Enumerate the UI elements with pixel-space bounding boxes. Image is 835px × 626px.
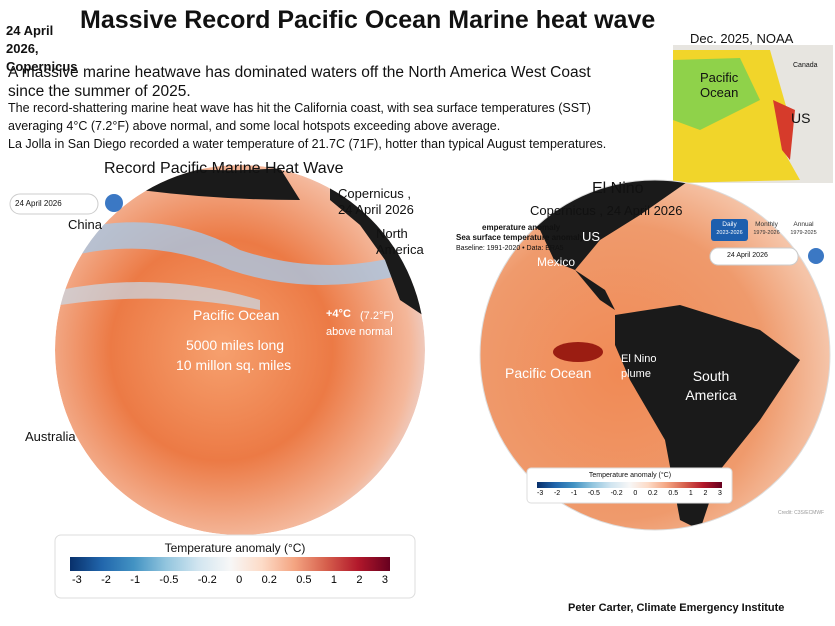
tab[interactable]: Daily 2023-2026 [711, 221, 748, 237]
baseline: Baseline: 1991-2020 • Data: ERA5 [456, 245, 564, 252]
legend-tick: 0 [236, 574, 243, 586]
label: +4°C [326, 308, 351, 320]
date-picker[interactable]: 24 April 2026 [15, 199, 62, 208]
label: El Nino plume [621, 353, 657, 380]
label: Pacific Ocean [505, 365, 592, 381]
legend-tick: 0.5 [296, 574, 312, 586]
tab-active [711, 219, 748, 241]
label: China [68, 217, 102, 232]
tab-label: Monthly [755, 221, 778, 228]
legend-tick: -2 [101, 574, 111, 586]
panel-title: El Nino [592, 180, 644, 197]
label: Mexico [537, 255, 576, 269]
label: Pacific Ocean [193, 307, 280, 323]
label: North America [376, 226, 424, 257]
legend-tick: -0.5 [159, 574, 179, 586]
tab-range: 2023-2026 [716, 230, 743, 236]
label: 10 millon sq. miles [176, 357, 292, 373]
legend-tick: -1 [570, 490, 578, 497]
caption: Dec. 2025, NOAA [690, 31, 794, 46]
legend-tick: 1 [688, 490, 693, 497]
globe-icon [105, 194, 123, 212]
legend-tick: 0.5 [668, 490, 679, 497]
label: Australia [25, 429, 76, 444]
label: 5000 miles long [186, 337, 285, 353]
globe-icon [808, 248, 824, 264]
tab-range: 1979-2025 [790, 230, 817, 236]
legend-tick: -2 [553, 490, 561, 497]
tab-range: 1979-2026 [753, 230, 780, 236]
tab[interactable]: Annual 1979-2025 [785, 221, 822, 237]
date: 24 April 2026, Copernicus [6, 23, 78, 74]
legend: -3 -2 -1 -0.5 -0.2 0 0.2 0.5 1 2 3 [70, 557, 390, 586]
label: Canada [793, 62, 818, 69]
legend-ticks: -3 -2 -1 -0.5 -0.2 0 0.2 0.5 1 2 3 [72, 574, 388, 586]
subtitle: Sea surface temperature anomaly [456, 233, 585, 242]
date-pill [709, 247, 799, 266]
tab-label: Daily [722, 221, 737, 228]
legend-tick: -3 [72, 574, 82, 586]
label: South America [685, 368, 737, 403]
legend-title: Temperature anomaly (°C) [164, 541, 306, 555]
legend-tick: -1 [130, 574, 141, 586]
source: Copernicus , 24 April 2026 [530, 203, 683, 218]
legend-tick: -0.2 [197, 574, 217, 586]
label: (7.2°F) above normal [326, 310, 394, 338]
legend-tick: 1 [330, 574, 337, 586]
credit: Credit: C3S/ECMWF [778, 510, 825, 516]
legend-tick: 2 [356, 574, 363, 586]
legend-tick: 0 [633, 490, 638, 497]
label: Pacific Ocean [700, 70, 739, 100]
legend-ticks: -3 -2 -1 -0.5 -0.2 0 0.2 0.5 1 2 3 [537, 490, 722, 497]
legend-tick: 2 [703, 490, 708, 497]
tabs: Daily 2023-2026 Monthly 1979-2026 Annual 1979… [711, 221, 822, 237]
inset-sea [773, 100, 795, 160]
detail: averaging 4°C (7.2°F) above normal, and … [8, 119, 501, 133]
tab[interactable]: Monthly 1979-2026 [748, 221, 785, 237]
globe [480, 180, 830, 530]
legend: -3 -2 -1 -0.5 -0.2 0 0.2 0.5 1 2 3 [537, 482, 722, 497]
title: Massive Record Pacific Ocean Marine heat… [80, 6, 656, 34]
label: US [582, 229, 601, 244]
header-fragment: emperature anomaly [482, 223, 561, 232]
inset-sea [673, 58, 760, 130]
legend-tick: 3 [718, 490, 722, 497]
globe-outline [479, 179, 831, 531]
panel-title: Record Pacific Marine Heat Wave [104, 160, 344, 177]
legend-tick: -0.5 [587, 490, 600, 497]
detail: La Jolla in San Diego recorded a water t… [8, 137, 607, 151]
label: US [791, 110, 811, 126]
source: Copernicus , 24 April 2026 [338, 186, 414, 217]
color-bar [70, 557, 390, 571]
footer: Peter Carter, Climate Emergency Institut… [568, 602, 785, 614]
legend-tick: 0.2 [647, 490, 658, 497]
legend-title: Temperature anomaly (°C) [588, 472, 672, 479]
lead: A massive marine heatwave has dominated … [8, 64, 591, 100]
legend-tick: -0.2 [610, 490, 623, 497]
date-pill [9, 193, 99, 215]
legend-tick: 3 [381, 574, 388, 586]
legend-tick: 0.2 [261, 574, 277, 586]
tab-label: Annual [793, 221, 814, 228]
date-picker[interactable]: 24 April 2026 [727, 252, 768, 259]
detail: The record-shattering marine heat wave h… [8, 101, 591, 115]
legend-tick: -3 [537, 490, 544, 497]
color-bar [537, 482, 722, 488]
